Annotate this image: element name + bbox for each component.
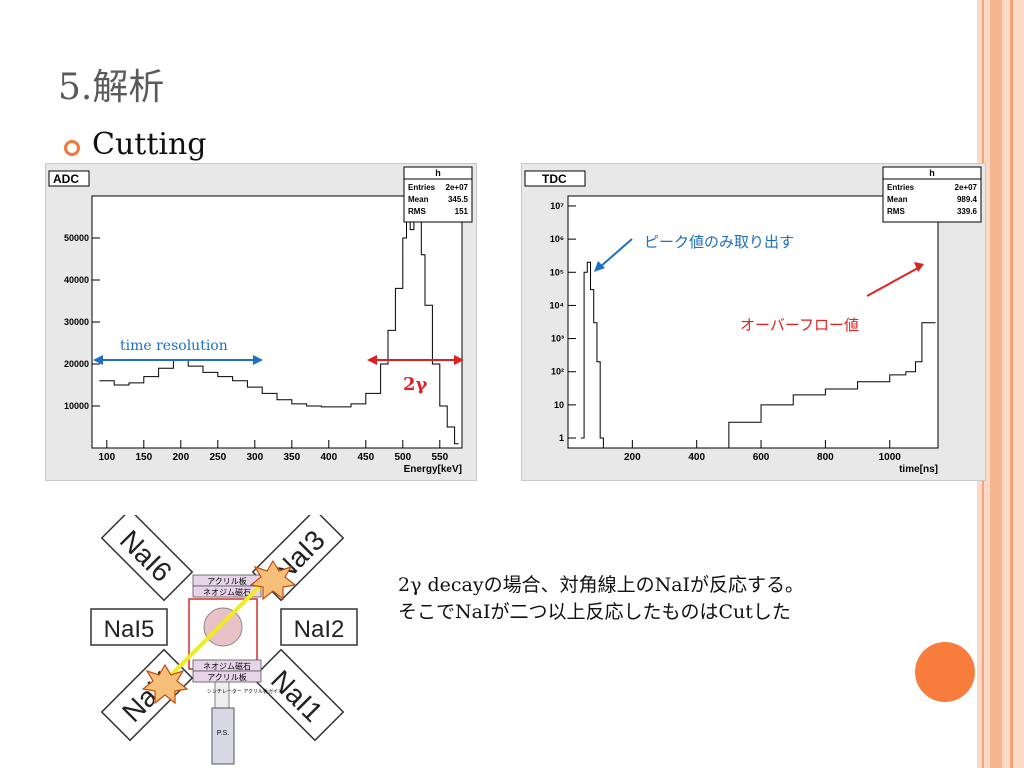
magnet-top xyxy=(192,585,262,598)
adc-stats-label: Mean xyxy=(408,195,429,204)
tdc-ytick-label: 1 xyxy=(559,433,564,443)
nai2-label: NaI2 xyxy=(294,616,345,643)
tdc-stats-value: 989.4 xyxy=(957,195,978,204)
tdc-stats-label: Mean xyxy=(887,195,908,204)
decor-circle xyxy=(915,642,975,702)
acryl-bottom-label: アクリル板 xyxy=(207,672,247,682)
hit-flash-icon xyxy=(249,559,297,601)
tdc-xtick-label: 200 xyxy=(624,452,641,463)
nai5-label: NaI5 xyxy=(104,616,155,643)
side-stripe-4 xyxy=(1010,0,1013,768)
tdc-ytick-label: 10³ xyxy=(551,334,564,344)
adc-name-box xyxy=(48,170,90,187)
description: 2γ decayの場合、対角線上のNaIが反応する。 そこでNaIが二つ以上反応… xyxy=(398,572,804,626)
overflow-label: オーバーフロー値 xyxy=(740,316,859,334)
adc-stats-label: RMS xyxy=(408,207,426,216)
ps-label: P.S. xyxy=(217,730,229,737)
arrow-head-icon xyxy=(253,355,263,365)
adc-stats-value: 151 xyxy=(455,207,469,216)
page-title: 5.解析 xyxy=(58,67,165,108)
adc-name: ADC xyxy=(53,172,79,186)
arrow-head-icon xyxy=(594,261,605,272)
adc-stats-label: Entries xyxy=(408,183,436,192)
overflow-arrow xyxy=(866,267,919,297)
tdc-stats-value: 339.6 xyxy=(957,207,978,216)
tdc-plot-area xyxy=(567,195,939,449)
adc-xtick-label: 550 xyxy=(431,452,448,463)
detector-diagram: NaI6 NaI3 NaI5 NaI2 NaI4 NaI1 アクリル板 ネオジム… xyxy=(90,515,358,765)
adc-xtick-label: 200 xyxy=(172,452,189,463)
light-guide xyxy=(214,681,230,709)
adc-xtick-label: 250 xyxy=(209,452,226,463)
photo-sensor xyxy=(211,707,235,765)
adc-chart: 100 150 200 250 300 350 400 450 500 550 10000 20000… xyxy=(48,166,473,475)
arrow-head-icon xyxy=(93,355,103,365)
tdc-ytick-label: 10⁴ xyxy=(550,300,564,310)
adc-xtick-label: 350 xyxy=(283,452,300,463)
acryl-top-label: アクリル板 xyxy=(207,576,247,586)
tdc-histogram xyxy=(580,261,936,449)
adc-plot-area xyxy=(91,195,463,449)
adc-xtick-label: 400 xyxy=(320,452,337,463)
tdc-ytick-label: 10⁶ xyxy=(550,234,564,244)
side-stripe-3 xyxy=(990,0,1002,768)
gamma-ray-line xyxy=(163,571,275,683)
magnet-top-label: ネオジム磁石 xyxy=(203,587,251,597)
tdc-xtick-label: 400 xyxy=(688,452,705,463)
peak-arrow xyxy=(599,238,633,268)
adc-xlabel: Energy[keV] xyxy=(404,464,462,475)
tdc-name-box xyxy=(524,170,586,187)
adc-stats-value: 345.5 xyxy=(448,195,469,204)
arrow-head-icon xyxy=(914,262,924,272)
adc-ytick-label: 20000 xyxy=(64,359,89,369)
tdc-stats-label: Entries xyxy=(887,183,915,192)
tdc-xtick-label: 1000 xyxy=(879,452,902,463)
nai6-block: NaI6 xyxy=(100,515,194,602)
source-circle xyxy=(203,607,243,647)
tdc-ytick-label: 10⁷ xyxy=(550,201,564,211)
tdc-stats-value: 2e+07 xyxy=(955,183,978,192)
adc-stats-value: 2e+07 xyxy=(446,183,469,192)
nai2-block: NaI2 xyxy=(280,608,358,646)
arrow-head-icon xyxy=(454,355,464,365)
arrow-head-icon xyxy=(367,355,377,365)
tdc-xtick-label: 600 xyxy=(753,452,770,463)
adc-stats-title: h xyxy=(435,168,441,178)
tdc-ytick-label: 10 xyxy=(554,400,564,410)
tdc-stats-label: RMS xyxy=(887,207,905,216)
time-resolution-label: time resolution xyxy=(120,338,228,354)
tdc-ytick-label: 10⁵ xyxy=(550,267,564,277)
adc-xtick-label: 450 xyxy=(357,452,374,463)
tdc-name: TDC xyxy=(542,172,567,186)
description-line-1: 2γ decayの場合、対角線上のNaIが反応する。 xyxy=(398,574,805,596)
magnet-bottom-label: ネオジム磁石 xyxy=(203,661,251,671)
tdc-xlabel: time[ns] xyxy=(899,464,938,475)
adc-ytick-label: 40000 xyxy=(64,275,89,285)
tdc-stats-title: h xyxy=(929,168,935,178)
tdc-chart: 200 400 600 800 1000 1 10 10² 10³ 10⁴ 10⁵ 10⁶ 10⁷ TD… xyxy=(524,166,982,475)
nai4-block: NaI4 xyxy=(100,648,194,742)
adc-ytick-label: 50000 xyxy=(64,233,89,243)
nai1-block: NaI1 xyxy=(251,648,345,742)
description-line-2: そこでNaIが二つ以上反応したものはCutした xyxy=(398,601,791,623)
tdc-stats-box: h Entries 2e+07 Mean 989.4 RMS 339.6 xyxy=(882,166,982,223)
peak-label: ピーク値のみ取り出す xyxy=(644,233,794,251)
adc-xtick-label: 100 xyxy=(98,452,115,463)
adc-stats-box: h Entries 2e+07 Mean 345.5 RMS 151 xyxy=(403,166,473,223)
tdc-ytick-label: 10² xyxy=(551,367,564,377)
bullet-icon xyxy=(64,140,80,156)
adc-ytick-label: 10000 xyxy=(64,401,89,411)
adc-xtick-label: 150 xyxy=(135,452,152,463)
adc-chart-panel: 100 150 200 250 300 350 400 450 500 550 10000 20000… xyxy=(45,163,477,481)
scint-label: シンチレーター アクリル板ガイド xyxy=(207,688,283,695)
two-gamma-label: 2γ xyxy=(403,374,428,395)
tdc-xtick-label: 800 xyxy=(817,452,834,463)
adc-xtick-label: 500 xyxy=(394,452,411,463)
adc-xtick-label: 300 xyxy=(246,452,263,463)
adc-ytick-label: 30000 xyxy=(64,317,89,327)
hit-flash-icon xyxy=(141,663,189,705)
bullet-text: Cutting xyxy=(92,127,207,162)
nai5-block: NaI5 xyxy=(90,608,168,646)
tdc-chart-panel: 200 400 600 800 1000 1 10 10² 10³ 10⁴ 10⁵ 10⁶ 10⁷ TD… xyxy=(521,163,986,481)
